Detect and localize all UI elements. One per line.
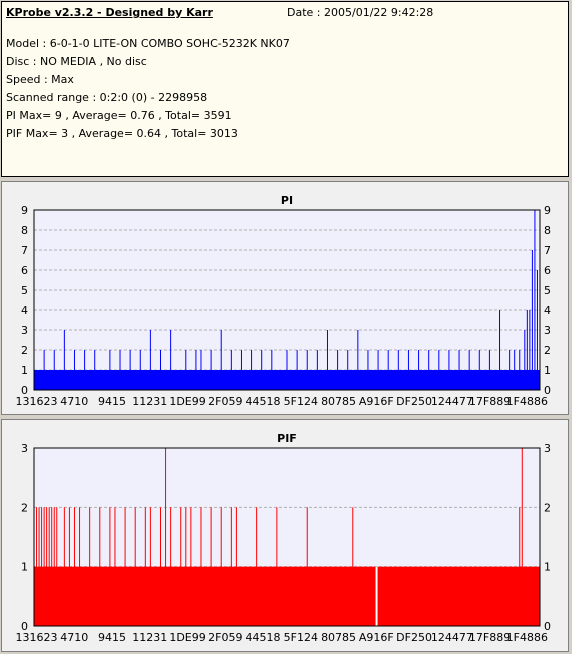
pif-xtick: 44518 — [246, 631, 281, 644]
pif-summary-line: PIF Max= 3 , Average= 0.64 , Total= 3013 — [6, 127, 238, 140]
pi-ytick-left: 1 — [21, 364, 28, 377]
pif-ytick-left: 2 — [21, 501, 28, 514]
pif-ytick-left: 0 — [21, 620, 28, 633]
pif-ytick-left: 3 — [21, 442, 28, 455]
pif-gap — [375, 566, 378, 626]
pif-chart-title: PIF — [277, 432, 297, 445]
pi-ytick-right: 3 — [544, 324, 551, 337]
pif-xtick: 124477 — [431, 631, 473, 644]
pi-ytick-right: 0 — [544, 384, 551, 397]
pi-ytick-left: 8 — [21, 224, 28, 237]
pi-xtick: 1F4886 — [507, 395, 548, 408]
app-title: KProbe v2.3.2 - Designed by Karr — [6, 6, 213, 19]
pif-ytick-left: 1 — [21, 561, 28, 574]
pif-xtick: 11231 — [132, 631, 167, 644]
pi-ytick-left: 3 — [21, 324, 28, 337]
pif-xtick: DF250 — [396, 631, 432, 644]
pi-plot-frame — [33, 209, 541, 391]
pif-xtick: 1DE99 — [169, 631, 205, 644]
pi-ytick-right: 6 — [544, 264, 551, 277]
pi-ytick-left: 0 — [21, 384, 28, 397]
disc-line: Disc : NO MEDIA , No disc — [6, 55, 147, 68]
pif-plot-frame — [33, 447, 541, 627]
pi-chart-title: PI — [281, 194, 293, 207]
pif-xtick: 80785 — [321, 631, 356, 644]
pi-ytick-left: 7 — [21, 244, 28, 257]
pi-summary-line: PI Max= 9 , Average= 0.76 , Total= 3591 — [6, 109, 232, 122]
pi-ytick-right: 2 — [544, 344, 551, 357]
info-panel: KProbe v2.3.2 - Designed by Karr Date : … — [1, 1, 569, 177]
pif-xtick: 17F889 — [469, 631, 510, 644]
pi-ytick-right: 1 — [544, 364, 551, 377]
pi-xtick: 124477 — [431, 395, 473, 408]
pi-xtick: 44518 — [246, 395, 281, 408]
pif-chart: PIF 0 0 1 1 2 2 3 3 131623 4710 9415 11231 1DE99 2F059… — [16, 432, 551, 644]
pi-ytick-left: 4 — [21, 304, 28, 317]
pif-xtick: 131623 — [16, 631, 58, 644]
pi-ytick-left: 6 — [21, 264, 28, 277]
pif-ytick-right: 0 — [544, 620, 551, 633]
pi-xtick: 5F124 — [284, 395, 318, 408]
pi-ytick-right: 8 — [544, 224, 551, 237]
scan-date: Date : 2005/01/22 9:42:28 — [287, 6, 434, 19]
pi-xtick: 4710 — [60, 395, 88, 408]
pif-xtick: 5F124 — [284, 631, 318, 644]
pif-ytick-right: 1 — [544, 561, 551, 574]
pi-xtick: 1DE99 — [169, 395, 205, 408]
pif-xtick: 4710 — [60, 631, 88, 644]
pi-ytick-right: 9 — [544, 204, 551, 217]
pi-xtick: 2F059 — [208, 395, 242, 408]
pif-xtick: 2F059 — [208, 631, 242, 644]
pi-ytick-left: 5 — [21, 284, 28, 297]
pi-chart: PI 0 0 1 1 2 2 3 3 4 4 5 5 6 6 7 7 8 8 9 9 131623 4710 9415 1123… — [16, 194, 551, 408]
pi-chart-panel: PI 0 0 1 1 2 2 3 3 4 4 5 5 6 6 7 7 8 8 9 9 131623 4710 9415 1123… — [1, 181, 569, 415]
pi-ytick-right: 5 — [544, 284, 551, 297]
pi-xtick: 17F889 — [469, 395, 510, 408]
model-line: Model : 6-0-1-0 LITE-ON COMBO SOHC-5232K… — [6, 37, 290, 50]
pif-ytick-right: 2 — [544, 501, 551, 514]
pi-ytick-left: 9 — [21, 204, 28, 217]
pi-ytick-right: 4 — [544, 304, 551, 317]
pif-xtick: 9415 — [98, 631, 126, 644]
pi-ytick-left: 2 — [21, 344, 28, 357]
range-line: Scanned range : 0:2:0 (0) - 2298958 — [6, 91, 208, 104]
pi-ytick-right: 7 — [544, 244, 551, 257]
pi-xtick: 11231 — [132, 395, 167, 408]
pif-baseline-bar — [34, 566, 540, 626]
pi-xtick: 131623 — [16, 395, 58, 408]
pi-xtick: 9415 — [98, 395, 126, 408]
pi-xtick: A916F — [359, 395, 394, 408]
pi-xtick: 80785 — [321, 395, 356, 408]
pif-ytick-right: 3 — [544, 442, 551, 455]
pif-chart-panel: PIF 0 0 1 1 2 2 3 3 131623 4710 9415 11231 1DE99 2F059… — [1, 419, 569, 652]
speed-line: Speed : Max — [6, 73, 74, 86]
pi-xtick: DF250 — [396, 395, 432, 408]
pif-xtick: 1F4886 — [507, 631, 548, 644]
pif-xtick: A916F — [359, 631, 394, 644]
